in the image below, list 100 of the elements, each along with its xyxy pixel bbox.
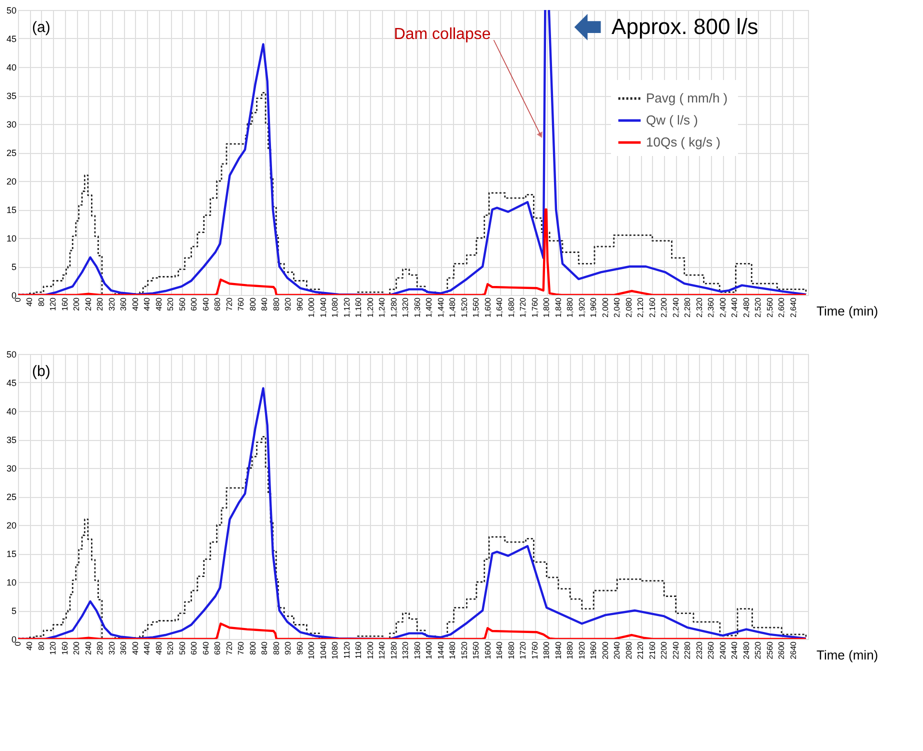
- x-tick-label: 1,840: [554, 296, 563, 318]
- x-tick-label: 1,160: [354, 296, 364, 318]
- x-tick-label: 1,560: [472, 296, 481, 318]
- x-tick-label: 1,120: [342, 296, 352, 318]
- x-tick-label: 800: [248, 640, 258, 655]
- y-tick-label: 25: [6, 492, 16, 502]
- x-tick-label: 280: [96, 640, 105, 655]
- x-tick-label: 760: [236, 640, 246, 655]
- x-tick-label: 2120: [636, 640, 646, 660]
- x-tick-label: 2,640: [788, 296, 798, 318]
- x-tick-label: 1240: [378, 640, 387, 660]
- y-tick-label: 10: [6, 234, 16, 244]
- y-tick-label: 10: [6, 578, 16, 588]
- x-tick-label: 1,600: [483, 296, 492, 318]
- x-tick-label: 1440: [436, 640, 446, 660]
- x-tick-label: 840: [260, 640, 270, 655]
- x-tick-label: 1880: [566, 640, 575, 660]
- y-tick-label: 20: [6, 176, 16, 186]
- x-tick-label: 320: [107, 296, 116, 311]
- x-tick-label: 720: [224, 640, 234, 655]
- x-tick-label: 2,520: [754, 296, 763, 318]
- x-tick-label: 1040: [318, 640, 328, 660]
- x-tick-label: 2,120: [636, 296, 646, 318]
- x-tick-label: 320: [107, 640, 116, 655]
- x-tick-label: 600: [190, 296, 199, 311]
- y-tick-label: 5: [11, 606, 16, 616]
- y-tick-label: 15: [6, 549, 16, 559]
- x-tick-label: 960: [295, 296, 304, 311]
- x-tick-label: 360: [119, 296, 128, 311]
- x-tick-label: 280: [96, 296, 105, 311]
- annotation: Approx. 800 l/s: [612, 14, 758, 40]
- x-axis-title: Time (min): [816, 648, 878, 662]
- x-tick-label: 1,000: [307, 296, 316, 318]
- x-tick-label: 400: [130, 640, 140, 655]
- x-tick-label: 2080: [624, 640, 634, 660]
- x-tick-label: 1,640: [495, 296, 504, 318]
- legend-label: 10Qs ( kg/s ): [646, 134, 720, 150]
- x-tick-label: 1,880: [566, 296, 575, 318]
- x-tick-label: 520: [166, 640, 176, 655]
- y-tick-label: 50: [6, 350, 16, 360]
- x-tick-label: 1160: [354, 640, 364, 659]
- x-tick-label: 2360: [706, 640, 716, 660]
- x-tick-label: 1920: [577, 640, 586, 660]
- x-tick-label: 1,040: [318, 296, 328, 318]
- x-tick-label: 2480: [742, 640, 751, 660]
- x-tick-label: 80: [36, 296, 46, 306]
- x-tick-label: 2,320: [694, 296, 704, 318]
- annotation: Dam collapse: [394, 26, 491, 43]
- x-tick-label: 40: [25, 640, 34, 650]
- x-tick-label: 1,320: [401, 296, 410, 318]
- x-tick-label: 2,560: [765, 296, 774, 318]
- x-tick-label: 1,960: [589, 296, 598, 318]
- y-tick-label: 20: [6, 520, 16, 530]
- y-tick-label: 5: [11, 262, 16, 272]
- x-tick-label: 2,400: [718, 296, 728, 318]
- annotation: (a): [32, 19, 50, 36]
- x-tick-label: 480: [154, 296, 164, 311]
- x-tick-label: 960: [295, 640, 304, 655]
- y-tick-label: 40: [6, 62, 16, 72]
- x-tick-label: 1840: [554, 640, 563, 660]
- x-tick-label: 2,480: [742, 296, 751, 318]
- x-axis-title: Time (min): [816, 304, 878, 318]
- x-tick-label: 1,280: [389, 296, 398, 318]
- x-tick-label: 1,760: [530, 296, 540, 318]
- x-tick-label: 2,160: [648, 296, 657, 318]
- x-tick-label: 2000: [600, 640, 610, 660]
- y-tick-label: 30: [6, 464, 16, 474]
- x-tick-label: 2,240: [671, 296, 680, 318]
- legend-label: Pavg ( mm/h ): [646, 90, 728, 106]
- x-tick-label: 2240: [671, 640, 680, 660]
- x-tick-label: 240: [84, 296, 93, 311]
- x-tick-label: 840: [260, 296, 270, 311]
- x-tick-label: 680: [213, 640, 222, 655]
- x-tick-label: 1960: [589, 640, 598, 660]
- y-tick-label: 25: [6, 148, 16, 158]
- y-tick-label: 15: [6, 205, 16, 215]
- x-tick-label: 1,480: [448, 296, 458, 318]
- x-tick-label: 2560: [765, 640, 774, 660]
- x-tick-label: 2,040: [612, 296, 622, 318]
- x-tick-label: 1760: [530, 640, 540, 660]
- x-tick-label: 680: [213, 296, 222, 311]
- x-tick-label: 2,280: [683, 296, 692, 318]
- annotation: (b): [32, 363, 50, 380]
- x-tick-label: 1,440: [436, 296, 446, 318]
- x-tick-label: 40: [25, 296, 34, 306]
- x-tick-label: 520: [166, 296, 176, 311]
- x-tick-label: 80: [36, 640, 46, 650]
- x-tick-label: 1,080: [330, 296, 340, 318]
- x-tick-label: 2600: [777, 640, 786, 660]
- x-tick-label: 1320: [401, 640, 410, 660]
- x-tick-label: 1200: [366, 640, 375, 660]
- x-tick-label: 1120: [342, 640, 352, 659]
- x-tick-label: 2320: [694, 640, 704, 660]
- x-tick-label: 2160: [648, 640, 657, 660]
- x-tick-label: 760: [236, 296, 246, 311]
- x-tick-label: 600: [190, 640, 199, 655]
- x-tick-label: 1480: [448, 640, 458, 660]
- x-tick-label: 1000: [307, 640, 316, 660]
- legend-label: Qw ( l/s ): [646, 112, 698, 128]
- y-tick-label: 50: [6, 6, 16, 16]
